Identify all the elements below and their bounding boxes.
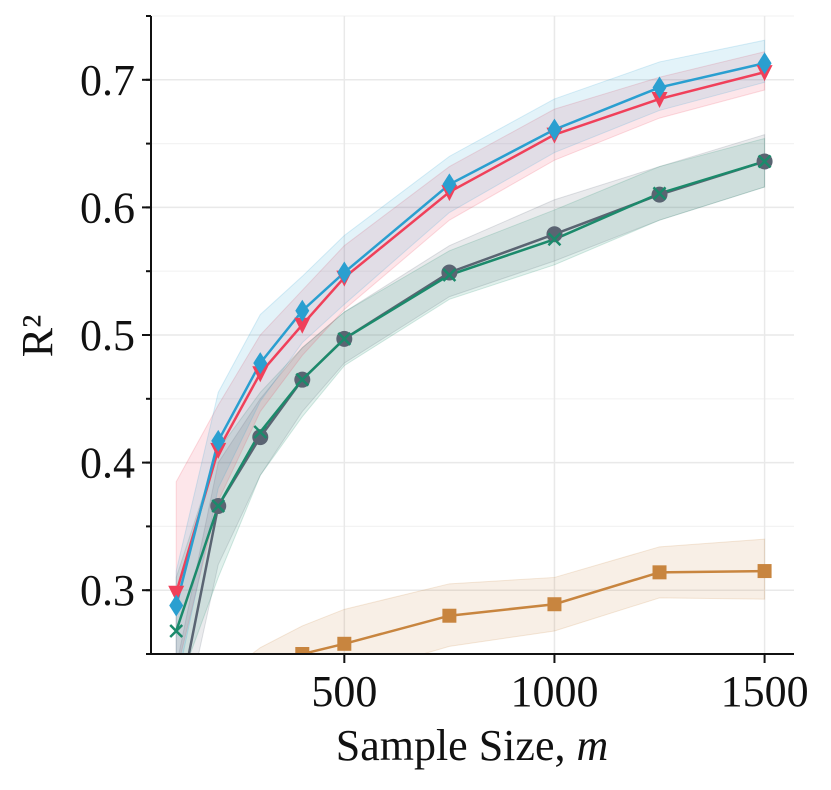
point-orange-squares xyxy=(442,608,457,623)
point-green-crosses xyxy=(652,186,667,201)
point-green-crosses xyxy=(295,372,310,387)
point-blue-diamonds xyxy=(253,352,268,375)
y-tick-label: 0.3 xyxy=(80,566,135,615)
point-orange-squares xyxy=(547,597,562,612)
grid xyxy=(151,15,794,655)
y-tick-label: 0.4 xyxy=(80,439,135,488)
point-gray-circles xyxy=(252,429,269,446)
x-tick-label: 500 xyxy=(311,667,377,716)
point-blue-diamonds xyxy=(547,118,562,141)
y-tick-label: 0.7 xyxy=(80,56,135,105)
point-red-triangles xyxy=(294,317,311,334)
point-orange-squares xyxy=(211,711,225,725)
point-blue-diamonds xyxy=(211,429,226,452)
point-red-triangles xyxy=(651,91,668,108)
point-blue-diamonds xyxy=(295,299,310,322)
point-blue-diamonds xyxy=(652,76,667,99)
point-green-crosses xyxy=(757,154,772,169)
y-axis-label: R² xyxy=(13,315,62,358)
x-tick-label: 1000 xyxy=(510,667,598,716)
point-blue-diamonds xyxy=(169,594,184,617)
point-green-crosses xyxy=(337,331,352,346)
point-blue-diamonds xyxy=(337,261,352,284)
point-orange-squares xyxy=(295,647,310,654)
point-orange-squares xyxy=(337,636,352,651)
band-gray-circles xyxy=(178,133,766,654)
point-gray-circles xyxy=(546,226,563,243)
y-tick-label: 0.5 xyxy=(80,311,135,360)
point-green-crosses xyxy=(253,425,268,439)
point-red-triangles xyxy=(168,585,185,602)
point-gray-circles xyxy=(168,710,184,726)
band-orange-squares xyxy=(251,538,766,654)
point-orange-squares xyxy=(652,565,667,580)
x-tick-label: 1500 xyxy=(721,667,809,716)
band-green-crosses xyxy=(175,137,766,654)
axes: 0.3 0.4 0.5 0.6 0.7 500 1000 1500 xyxy=(80,15,809,716)
point-green-crosses xyxy=(169,624,184,638)
series-markers xyxy=(168,52,773,763)
point-blue-diamonds xyxy=(757,52,772,75)
confidence-bands xyxy=(175,39,766,654)
point-green-crosses xyxy=(442,268,457,282)
band-blue-diamonds xyxy=(175,39,766,654)
point-green-crosses xyxy=(547,232,562,247)
axis-labels: Sample Size, m R² xyxy=(13,315,608,770)
x-axis-label: Sample Size, m xyxy=(336,721,609,770)
point-orange-squares xyxy=(757,564,772,579)
point-red-triangles xyxy=(252,366,269,383)
y-tick-label: 0.6 xyxy=(80,183,135,232)
point-green-crosses xyxy=(211,499,226,513)
point-orange-squares xyxy=(169,749,183,763)
point-gray-circles xyxy=(441,264,458,281)
point-orange-squares xyxy=(253,673,267,687)
point-blue-diamonds xyxy=(442,173,457,196)
